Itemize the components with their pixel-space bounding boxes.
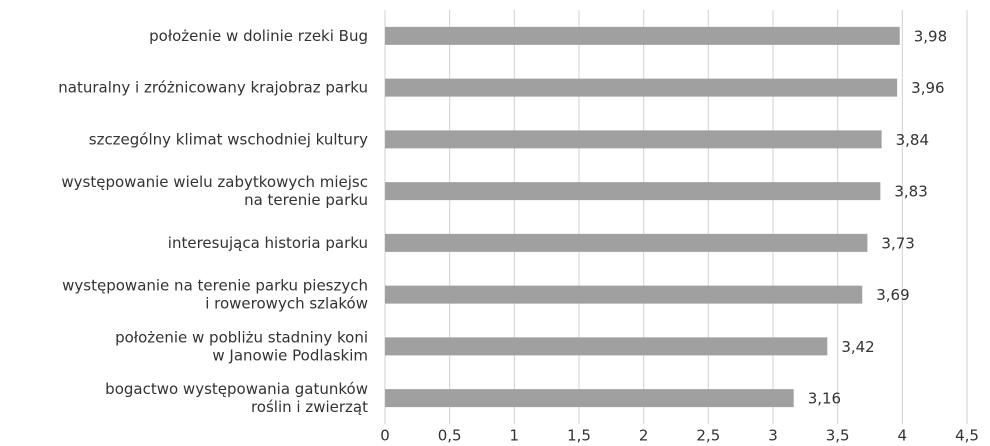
x-tick-label: 4,5 <box>955 427 979 445</box>
value-label: 3,96 <box>911 79 944 97</box>
x-tick-label: 4 <box>898 427 908 445</box>
value-label: 3,98 <box>914 27 947 45</box>
x-tick-label: 2 <box>639 427 649 445</box>
bar <box>385 285 863 304</box>
bar <box>385 130 882 149</box>
bar <box>385 233 868 252</box>
x-tick-label: 3 <box>768 427 778 445</box>
x-tick-label: 0,5 <box>438 427 462 445</box>
y-tick-label: naturalny i zróżnicowany krajobraz parku <box>58 78 368 96</box>
value-label: 3,16 <box>808 390 841 408</box>
y-tick-label: szczególny klimat wschodniej kultury <box>89 130 368 148</box>
bar <box>385 78 898 97</box>
y-tick-label: interesująca historia parku <box>168 233 368 251</box>
value-label: 3,83 <box>894 183 927 201</box>
value-label: 3,42 <box>841 338 874 356</box>
x-tick-label: 1,5 <box>567 427 591 445</box>
y-tick-label: występowanie na terenie parku pieszych i … <box>62 276 368 312</box>
bar <box>385 26 900 45</box>
x-tick-label: 0 <box>380 427 390 445</box>
bar <box>385 182 881 201</box>
value-label: 3,84 <box>896 131 929 149</box>
x-tick-label: 3,5 <box>826 427 850 445</box>
x-tick-label: 1 <box>510 427 520 445</box>
value-label: 3,69 <box>876 286 909 304</box>
bar <box>385 337 828 356</box>
y-tick-label: położenie w dolinie rzeki Bug <box>149 26 368 44</box>
y-tick-label: położenie w pobliżu stadniny koni w Janow… <box>115 328 368 364</box>
value-label: 3,73 <box>881 234 914 252</box>
y-tick-label: bogactwo występowania gatunków roślin i z… <box>105 380 368 416</box>
y-tick-label: występowanie wielu zabytkowych miejsc na … <box>61 173 368 209</box>
x-tick-label: 2,5 <box>696 427 720 445</box>
bar <box>385 389 794 408</box>
